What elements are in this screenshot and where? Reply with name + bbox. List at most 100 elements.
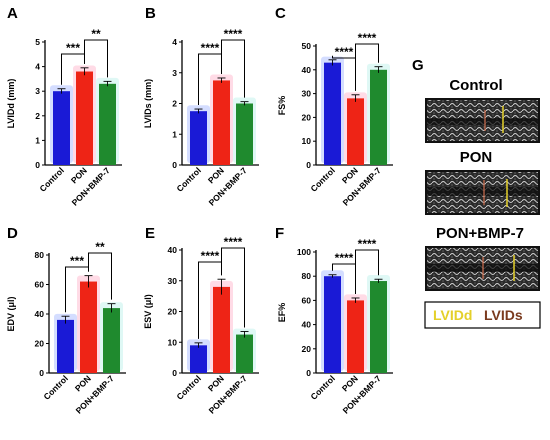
bar-pon (347, 300, 364, 373)
y-tick-label: 20 (302, 344, 312, 354)
echo-image-pon (425, 170, 540, 215)
y-tick-label: 40 (302, 65, 312, 75)
y-tick-label: 5 (35, 37, 40, 47)
significance-bracket (355, 249, 379, 294)
echo-title-control: Control (449, 77, 502, 94)
x-tick-label: PON (340, 165, 360, 185)
bar-pon (213, 80, 230, 165)
y-tick-label: 0 (306, 368, 311, 378)
y-tick-label: 60 (35, 280, 45, 290)
significance-bracket (84, 39, 108, 78)
y-tick-label: 3 (172, 68, 177, 78)
y-tick-label: 2 (172, 99, 177, 109)
x-tick-label: PON (73, 373, 93, 393)
significance-label: *** (66, 41, 80, 55)
y-axis-label: EDV (μl) (6, 296, 16, 331)
y-tick-label: 0 (35, 160, 40, 170)
y-tick-label: 40 (35, 309, 45, 319)
bar-pon-bmp-7 (236, 103, 253, 165)
significance-label: ** (91, 27, 101, 41)
significance-label: **** (201, 249, 220, 263)
y-tick-label: 100 (297, 247, 311, 257)
y-tick-label: 1 (172, 129, 177, 139)
significance-label: **** (358, 237, 377, 251)
y-tick-label: 0 (306, 160, 311, 170)
significance-label: **** (335, 251, 354, 265)
y-tick-label: 0 (172, 160, 177, 170)
x-tick-label: Control (308, 165, 336, 193)
bar-control (53, 91, 70, 165)
y-axis-label: FS% (277, 96, 287, 116)
y-tick-label: 20 (302, 112, 312, 122)
bar-control (324, 62, 341, 165)
y-tick-label: 80 (302, 271, 312, 281)
y-axis-label: ESV (μl) (143, 294, 153, 329)
echo-title-pon-bmp7: PON+BMP-7 (436, 225, 524, 242)
y-tick-label: 40 (168, 245, 178, 255)
significance-label: **** (358, 31, 377, 45)
panel-letter-f: F (275, 225, 284, 242)
significance-label: ** (95, 240, 105, 254)
echo-title-pon: PON (460, 149, 493, 166)
y-tick-label: 40 (302, 320, 312, 330)
x-tick-label: PON (206, 373, 226, 393)
bar-pon (213, 286, 230, 373)
y-axis-label: EF% (277, 303, 287, 323)
significance-label: *** (70, 254, 84, 268)
x-tick-label: Control (174, 165, 202, 193)
panel-letter-a: A (7, 5, 18, 22)
x-tick-label: Control (308, 373, 336, 401)
y-tick-label: 50 (302, 41, 312, 51)
y-axis-label: LVIDd (mm) (6, 79, 16, 129)
panel-letter-e: E (145, 225, 155, 242)
x-tick-label: Control (37, 165, 65, 193)
significance-label: **** (335, 45, 354, 59)
x-tick-label: Control (41, 373, 69, 401)
panel-letter-b: B (145, 5, 156, 22)
y-tick-label: 1 (35, 135, 40, 145)
significance-bracket (355, 43, 379, 91)
bar-pon-bmp-7 (370, 281, 387, 373)
y-tick-label: 20 (35, 339, 45, 349)
echo-panel: G Control PON PON+BMP-7 LVIDd (412, 57, 541, 329)
significance-label: **** (224, 27, 243, 41)
x-tick-label: PON (206, 165, 226, 185)
y-tick-label: 2 (35, 111, 40, 121)
bar-control (324, 276, 341, 373)
panel-letter-g: G (412, 57, 424, 74)
y-tick-label: 0 (172, 368, 177, 378)
bar-control (57, 319, 74, 373)
significance-bracket (221, 247, 245, 328)
echo-image-control (425, 98, 540, 143)
bar-pon-bmp-7 (370, 69, 387, 165)
significance-label: **** (224, 235, 243, 249)
y-tick-label: 4 (172, 37, 177, 47)
y-tick-label: 30 (302, 89, 312, 99)
y-axis-label: LVIDs (mm) (143, 79, 153, 128)
echo-image-pon-bmp7 (425, 246, 540, 291)
legend-lvidd: LVIDd (433, 307, 472, 323)
bar-pon (76, 71, 93, 165)
x-tick-label: PON (69, 165, 89, 185)
bar-pon (80, 281, 97, 373)
y-tick-label: 60 (302, 295, 312, 305)
bar-control (190, 345, 207, 373)
bar-pon (347, 98, 364, 165)
y-tick-label: 30 (168, 276, 178, 286)
panel-letter-c: C (275, 5, 286, 22)
y-tick-label: 10 (168, 337, 178, 347)
bar-pon-bmp-7 (103, 308, 120, 373)
y-tick-label: 4 (35, 62, 40, 72)
significance-label: **** (201, 41, 220, 55)
y-tick-label: 80 (35, 250, 45, 260)
y-tick-label: 3 (35, 86, 40, 96)
panel-letter-d: D (7, 225, 18, 242)
bar-pon-bmp-7 (99, 83, 116, 165)
echo-legend: LVIDd LVIDs (424, 301, 541, 329)
